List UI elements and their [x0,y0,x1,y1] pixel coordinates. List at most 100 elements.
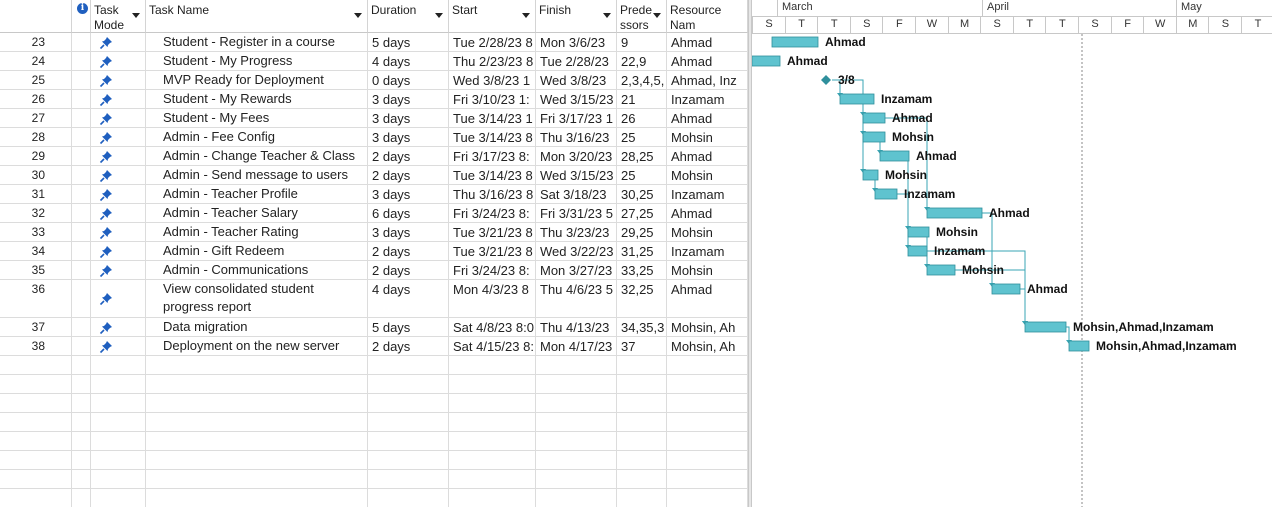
resource-names-header[interactable]: Resource Nam [667,0,748,33]
task-mode-cell[interactable] [91,185,146,203]
empty-cell[interactable] [72,451,91,469]
empty-row[interactable] [0,413,748,432]
task-name[interactable]: Student - My Rewards [146,90,368,108]
empty-cell[interactable] [72,489,91,507]
task-finish[interactable]: Mon 4/17/23 [536,337,617,355]
table-row[interactable]: 27 Student - My Fees 3 days Tue 3/14/23 1 Fr… [0,109,748,128]
finish-header[interactable]: Finish [536,0,617,33]
empty-cell[interactable] [536,451,617,469]
dependency-link[interactable] [1020,288,1026,322]
empty-cell[interactable] [617,470,667,488]
task-predecessors[interactable]: 32,25 [617,280,667,317]
table-row[interactable]: 25 MVP Ready for Deployment 0 days Wed 3/8/… [0,71,748,90]
task-mode-cell[interactable] [91,204,146,222]
empty-cell[interactable] [91,489,146,507]
task-resources[interactable]: Ahmad [667,147,748,165]
empty-cell[interactable] [617,432,667,450]
task-resources[interactable]: Ahmad [667,52,748,70]
task-finish[interactable]: Thu 3/23/23 [536,223,617,241]
task-bar[interactable] [1068,340,1090,352]
empty-cell[interactable] [449,432,536,450]
empty-cell[interactable] [91,394,146,412]
row-id-header[interactable] [0,0,72,33]
empty-cell[interactable] [449,470,536,488]
task-name[interactable]: Admin - Teacher Salary [146,204,368,222]
task-start[interactable]: Tue 3/21/23 8 [449,242,536,260]
dependency-link[interactable] [885,117,928,208]
task-name[interactable]: Admin - Fee Config [146,128,368,146]
task-finish[interactable]: Wed 3/15/23 [536,166,617,184]
table-row[interactable]: 34 Admin - Gift Redeem 2 days Tue 3/21/23 8… [0,242,748,261]
table-row[interactable]: 31 Admin - Teacher Profile 3 days Thu 3/16/… [0,185,748,204]
task-mode-cell[interactable] [91,90,146,108]
empty-cell[interactable] [449,394,536,412]
task-bar[interactable] [862,169,879,181]
task-predecessors[interactable]: 31,25 [617,242,667,260]
task-duration[interactable]: 3 days [368,185,449,203]
task-predecessors[interactable]: 22,9 [617,52,667,70]
task-bar[interactable] [879,150,910,162]
table-row[interactable]: 30 Admin - Send message to users 2 days Tue… [0,166,748,185]
task-bar[interactable] [907,245,928,257]
empty-row[interactable] [0,375,748,394]
empty-cell[interactable] [617,489,667,507]
task-mode-cell[interactable] [91,166,146,184]
task-bar[interactable] [907,226,930,238]
task-predecessors[interactable]: 25 [617,166,667,184]
chevron-down-icon[interactable] [132,13,140,18]
task-resources[interactable]: Mohsin [667,223,748,241]
task-finish[interactable]: Tue 2/28/23 [536,52,617,70]
task-predecessors[interactable]: 37 [617,337,667,355]
task-duration[interactable]: 2 days [368,242,449,260]
table-row[interactable]: 36 View consolidated student progress rep… [0,280,748,318]
empty-cell[interactable] [0,375,72,393]
empty-cell[interactable] [91,470,146,488]
task-start[interactable]: Thu 2/23/23 8 [449,52,536,70]
empty-cell[interactable] [667,451,748,469]
task-resources[interactable]: Mohsin [667,166,748,184]
table-row[interactable]: 24 Student - My Progress 4 days Thu 2/23/23… [0,52,748,71]
empty-cell[interactable] [449,375,536,393]
task-duration[interactable]: 2 days [368,147,449,165]
task-bar[interactable] [874,188,898,200]
task-finish[interactable]: Thu 3/16/23 [536,128,617,146]
task-bar[interactable] [771,36,819,48]
task-finish[interactable]: Wed 3/22/23 [536,242,617,260]
empty-cell[interactable] [146,394,368,412]
task-start[interactable]: Tue 3/21/23 8 [449,223,536,241]
task-finish[interactable]: Thu 4/6/23 5 [536,280,617,317]
empty-cell[interactable] [536,470,617,488]
empty-cell[interactable] [368,394,449,412]
empty-cell[interactable] [667,470,748,488]
task-predecessors[interactable]: 30,25 [617,185,667,203]
empty-cell[interactable] [368,356,449,374]
task-duration[interactable]: 5 days [368,318,449,336]
empty-cell[interactable] [72,432,91,450]
task-duration[interactable]: 2 days [368,261,449,279]
task-predecessors[interactable]: 9 [617,33,667,51]
dependency-link[interactable] [955,269,1026,322]
task-bar[interactable] [991,283,1021,295]
task-finish[interactable]: Wed 3/15/23 [536,90,617,108]
task-duration[interactable]: 3 days [368,90,449,108]
task-bar[interactable] [839,93,875,105]
task-resources[interactable]: Ahmad [667,204,748,222]
dependency-link[interactable] [982,212,993,284]
empty-cell[interactable] [368,470,449,488]
empty-cell[interactable] [536,432,617,450]
empty-cell[interactable] [0,451,72,469]
chevron-down-icon[interactable] [653,13,661,18]
empty-cell[interactable] [0,394,72,412]
task-duration[interactable]: 3 days [368,128,449,146]
task-resources[interactable]: Ahmad, Inz [667,71,748,89]
task-name[interactable]: Admin - Teacher Profile [146,185,368,203]
task-finish[interactable]: Mon 3/6/23 [536,33,617,51]
task-resources[interactable]: Inzamam [667,90,748,108]
empty-cell[interactable] [667,394,748,412]
empty-cell[interactable] [368,432,449,450]
empty-row[interactable] [0,432,748,451]
table-row[interactable]: 29 Admin - Change Teacher & Class 2 days Fr… [0,147,748,166]
empty-cell[interactable] [667,413,748,431]
task-start[interactable]: Sat 4/15/23 8: [449,337,536,355]
task-start[interactable]: Tue 3/14/23 8 [449,128,536,146]
